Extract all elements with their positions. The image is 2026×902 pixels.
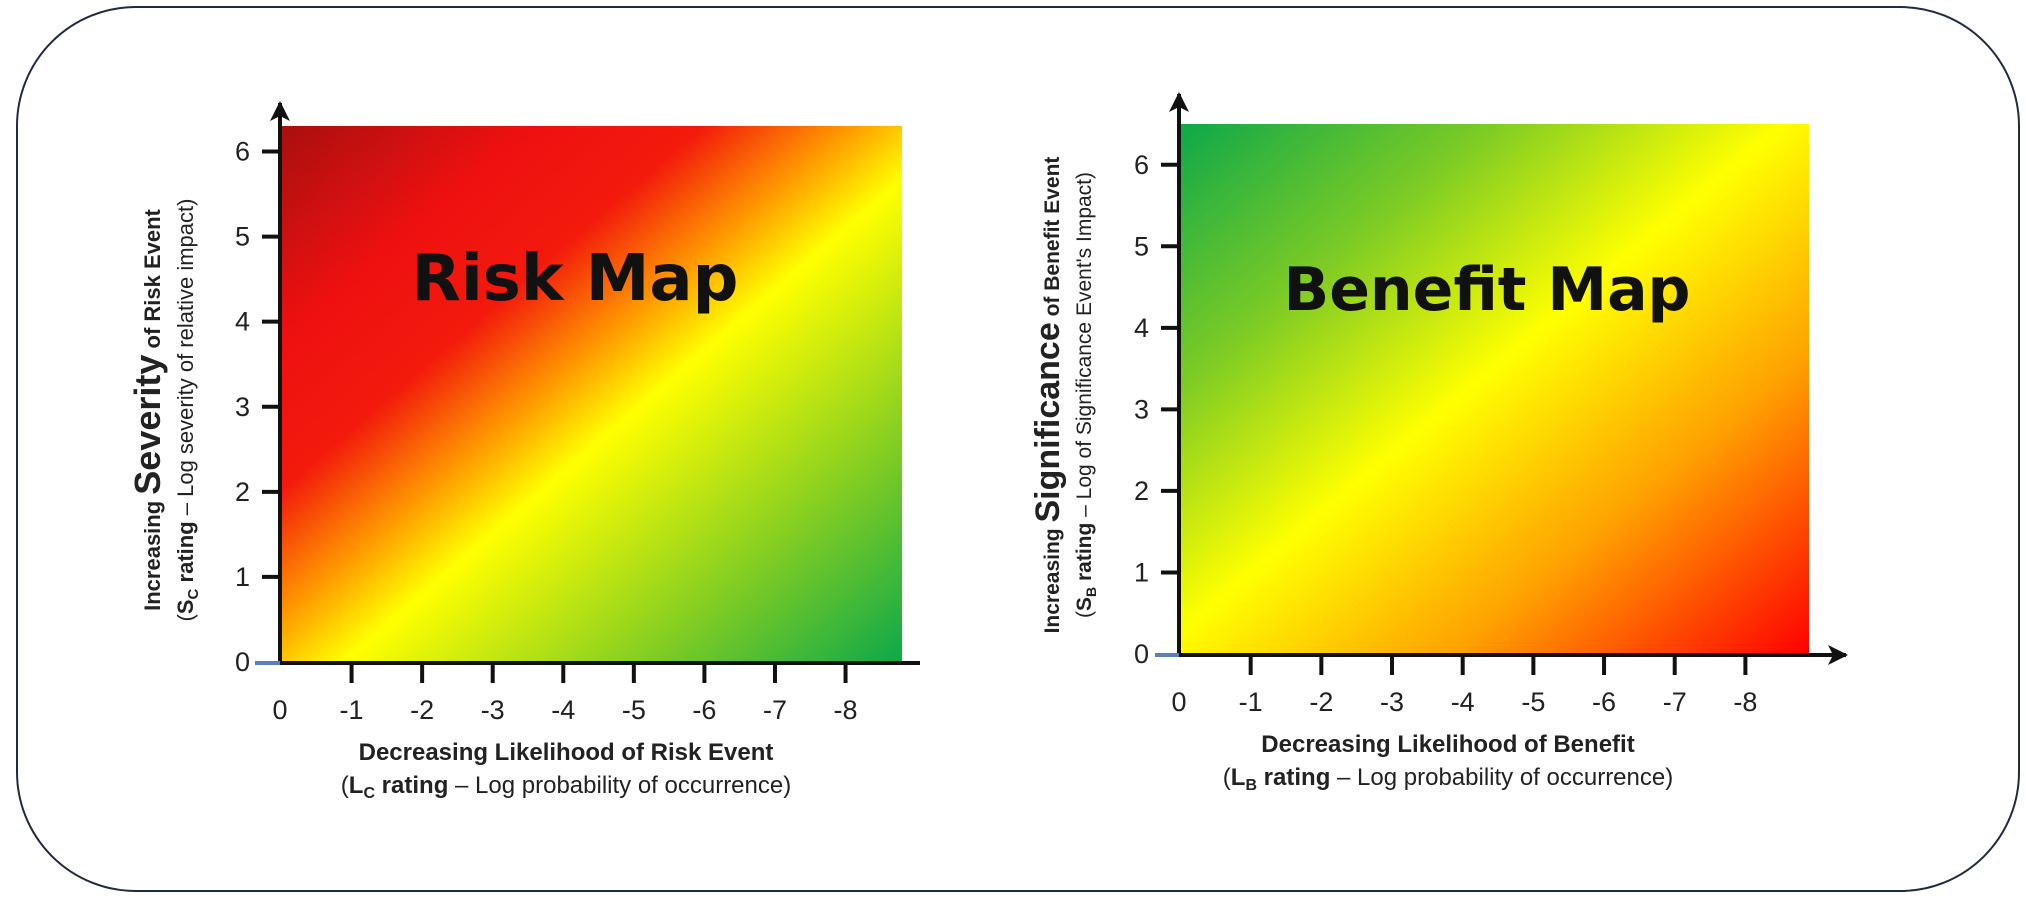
risk-map-y-tick-label-5: 5 (235, 222, 250, 252)
benefit-map-y-label-line2: (SB rating – Log of Significance Event's… (1073, 172, 1099, 618)
benefit-map-x-tick-label--6: -6 (1592, 687, 1616, 717)
benefit-map-y-tick-label-3: 3 (1134, 394, 1149, 424)
benefit-map-y-tick-label-4: 4 (1134, 313, 1149, 343)
benefit-map-x-tick-label--4: -4 (1451, 687, 1475, 717)
risk-map-x-tick-label-0: 0 (272, 695, 287, 725)
benefit-map-y-label-line1: Increasing Significance of Benefit Event (1029, 157, 1067, 634)
risk-map-x-tick-label--3: -3 (481, 695, 505, 725)
risk-map-y-label-line2: (SC rating – Log severity of relative im… (173, 199, 202, 622)
risk-map-x-tick-label--5: -5 (622, 695, 646, 725)
benefit-map-y-tick-label-2: 2 (1134, 476, 1149, 506)
risk-map-x-tick-label--2: -2 (410, 695, 434, 725)
risk-map-y-tick-label-6: 6 (235, 137, 250, 167)
risk-map-y-tick-label-4: 4 (235, 307, 250, 337)
benefit-map-y-tick-label-5: 5 (1134, 231, 1149, 261)
benefit-map-x-label-line1: Decreasing Likelihood of Benefit (1261, 731, 1634, 758)
benefit-map-y-tick-label-6: 6 (1134, 150, 1149, 180)
benefit-map-x-label-line2: (LB rating – Log probability of occurren… (1223, 764, 1673, 794)
rounded-frame (16, 6, 2020, 892)
benefit-map-x-tick-label--2: -2 (1309, 687, 1333, 717)
risk-map-y-tick-label-0: 0 (235, 647, 250, 677)
risk-map-x-tick-label--8: -8 (834, 695, 858, 725)
benefit-map-x-tick-label--1: -1 (1239, 687, 1263, 717)
risk-map-y-tick-label-2: 2 (235, 477, 250, 507)
risk-map-x-label-line2: (LC rating – Log probability of occurren… (341, 772, 791, 802)
benefit-map: Benefit Map 0 1 2 3 4 5 6 0 -1 -2 -3 -4 -5 -6 -7 -8 De… (1029, 92, 1848, 794)
risk-map-x-label-line1: Decreasing Likelihood of Risk Event (359, 739, 774, 766)
risk-map: Risk Map 0 1 2 3 4 5 6 0 -1 -2 -3 -4 -5 -6 -7 -8 Decre… (127, 101, 920, 802)
risk-map-plot-area (281, 126, 902, 662)
risk-map-x-tick-label--4: -4 (551, 695, 575, 725)
benefit-map-x-tick-label-0: 0 (1171, 687, 1186, 717)
benefit-map-y-tick-label-1: 1 (1134, 557, 1149, 587)
risk-map-x-tick-label--6: -6 (692, 695, 716, 725)
risk-map-y-label-line1: Increasing Severity of Risk Event (127, 208, 168, 610)
benefit-map-x-tick-label--7: -7 (1663, 687, 1687, 717)
risk-map-x-tick-label--1: -1 (340, 695, 364, 725)
benefit-map-title: Benefit Map (1283, 255, 1690, 325)
benefit-map-y-tick-label-0: 0 (1134, 639, 1149, 669)
benefit-map-x-tick-label--3: -3 (1380, 687, 1404, 717)
risk-map-y-tick-label-1: 1 (235, 562, 250, 592)
risk-map-x-tick-label--7: -7 (763, 695, 787, 725)
risk-map-y-tick-label-3: 3 (235, 392, 250, 422)
benefit-map-x-tick-label--8: -8 (1733, 687, 1757, 717)
benefit-map-x-tick-label--5: -5 (1521, 687, 1545, 717)
risk-map-title: Risk Map (412, 242, 739, 316)
benefit-map-plot-area (1180, 124, 1809, 654)
